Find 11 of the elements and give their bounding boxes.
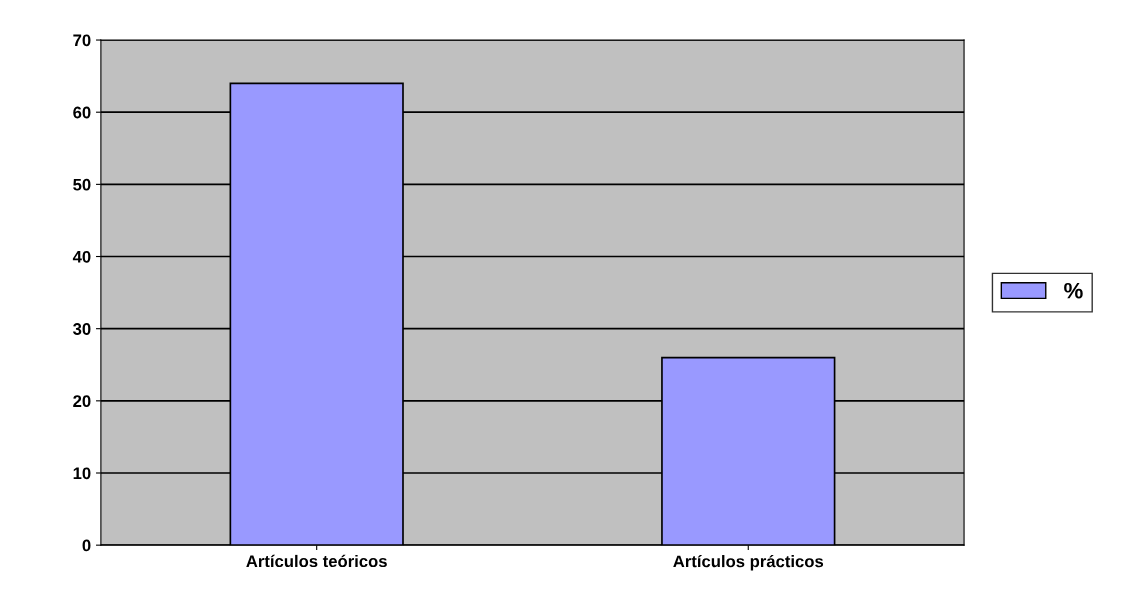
y-tick-label: 30 [73,323,91,335]
y-tick-label: 60 [73,106,91,119]
y-tick-label: 0 [82,539,91,552]
x-tick-label: Artículos prácticos [673,554,824,571]
y-tick-label: 50 [73,178,91,191]
x-tick-label: Artículos teóricos [246,554,387,568]
y-tick-label: 40 [72,250,91,263]
y-tick-label: 70 [73,34,91,47]
y-tick-label: 10 [73,467,91,480]
legend-label: % [1064,282,1083,299]
y-tick-label: 20 [73,395,91,408]
